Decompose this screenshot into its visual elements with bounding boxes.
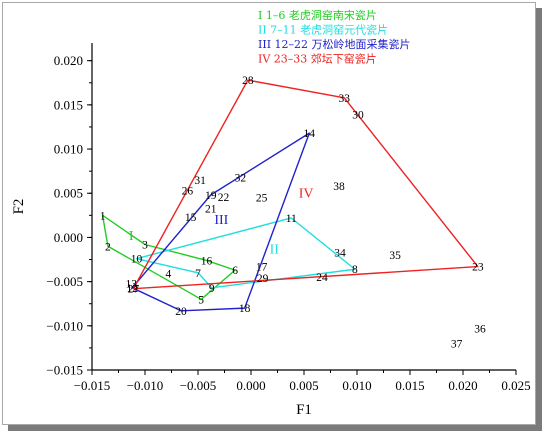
y-tick-label: 0.020 — [54, 53, 83, 68]
x-tick-label: 0.015 — [395, 378, 424, 393]
group-III-outline — [131, 132, 310, 312]
point-label-28: 28 — [242, 75, 254, 87]
group-IV-label: IV — [299, 187, 314, 202]
point-label-17: 17 — [256, 262, 268, 274]
y-tick-label: −0.005 — [46, 274, 83, 289]
point-label-34: 34 — [334, 247, 346, 259]
group-IV-outline — [132, 79, 479, 290]
point-label-22: 22 — [218, 192, 230, 204]
x-axis-label: F1 — [296, 402, 312, 418]
point-label-26: 26 — [182, 186, 194, 198]
point-label-27: 27 — [128, 284, 140, 296]
point-label-13: 13 — [125, 278, 137, 290]
x-tick-label: 0.020 — [448, 378, 477, 393]
point-label-3: 3 — [142, 240, 148, 252]
y-tick-label: 0.015 — [54, 97, 83, 112]
point-label-38: 38 — [333, 181, 345, 193]
group-III-label: III — [214, 213, 228, 228]
point-label-5: 5 — [198, 294, 204, 306]
point-label-20: 20 — [175, 306, 187, 318]
y-tick-label: 0.005 — [54, 186, 83, 201]
legend-item-II: II 7–11 老虎洞窑元代瓷片 — [258, 23, 388, 37]
point-label-14: 14 — [304, 128, 316, 140]
legend-item-III: III 12–22 万松岭地面采集瓷片 — [258, 37, 411, 51]
point-label-4: 4 — [165, 269, 171, 281]
point-label-2: 2 — [105, 241, 111, 253]
y-tick-label: −0.015 — [46, 363, 83, 378]
group-I-outline — [101, 214, 236, 300]
x-tick-label: 0.005 — [289, 378, 318, 393]
point-label-16: 16 — [201, 255, 213, 267]
point-label-36: 36 — [474, 323, 486, 335]
point-label-1: 1 — [100, 210, 106, 222]
group-I-label: I — [129, 229, 134, 244]
point-label-25: 25 — [256, 193, 268, 205]
chart-frame: −0.015 −0.010 −0.005 0.000 0.005 0.010 0.015 0.… — [2, 2, 536, 425]
point-label-11: 11 — [286, 213, 297, 225]
group-II-label: II — [270, 242, 280, 257]
point-label-24: 24 — [316, 272, 328, 284]
x-tick-label: 0.025 — [501, 378, 530, 393]
point-label-30: 30 — [352, 110, 364, 122]
point-label-35: 35 — [389, 250, 401, 262]
x-tick-label: −0.005 — [180, 378, 217, 393]
x-tick-label: 0.000 — [236, 378, 265, 393]
point-label-10: 10 — [131, 254, 143, 266]
legend-item-I: I 1–6 老虎洞窑南宋瓷片 — [258, 8, 377, 22]
y-axis-label: F2 — [11, 199, 27, 215]
point-label-37: 37 — [451, 338, 463, 350]
point-label-31: 31 — [194, 175, 206, 187]
point-label-6: 6 — [232, 265, 238, 277]
scatter-chart: −0.015 −0.010 −0.005 0.000 0.005 0.010 0.015 0.… — [11, 8, 531, 418]
point-label-21: 21 — [205, 203, 217, 215]
point-label-12: 12 — [127, 283, 139, 295]
point-label-9: 9 — [209, 283, 215, 295]
point-label-33: 33 — [339, 93, 351, 105]
y-tick-label: 0.000 — [54, 230, 83, 245]
x-tick-label: −0.015 — [74, 378, 111, 393]
x-tick-label: 0.010 — [342, 378, 371, 393]
y-tick-label: −0.010 — [46, 318, 83, 333]
point-label-8: 8 — [352, 264, 358, 276]
point-label-23: 23 — [472, 262, 484, 274]
point-label-18: 18 — [239, 303, 251, 315]
point-label-15: 15 — [185, 212, 197, 224]
point-label-19: 19 — [205, 190, 217, 202]
legend-item-IV: IV 23–33 郊坛下窑瓷片 — [258, 52, 377, 66]
point-label-29: 29 — [257, 273, 269, 285]
y-tick-label: 0.010 — [54, 142, 83, 157]
x-tick-label: −0.010 — [127, 378, 164, 393]
point-label-32: 32 — [235, 172, 247, 184]
point-label-7: 7 — [195, 268, 201, 280]
